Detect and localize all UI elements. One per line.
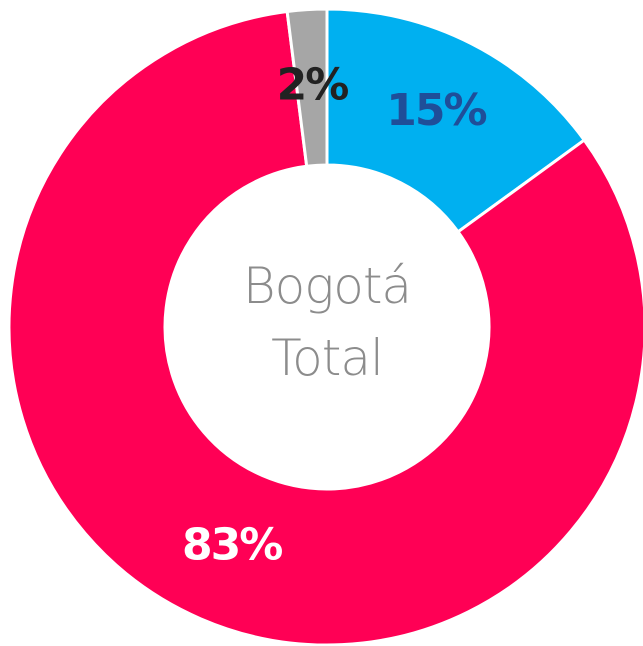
value-label: 15% [386,85,486,136]
slice [325,7,587,234]
value-label: 2% [277,59,349,110]
slice [285,7,329,168]
center-label: Bogotá Total [242,257,412,387]
slice [7,9,643,646]
value-label: 83% [182,519,282,570]
